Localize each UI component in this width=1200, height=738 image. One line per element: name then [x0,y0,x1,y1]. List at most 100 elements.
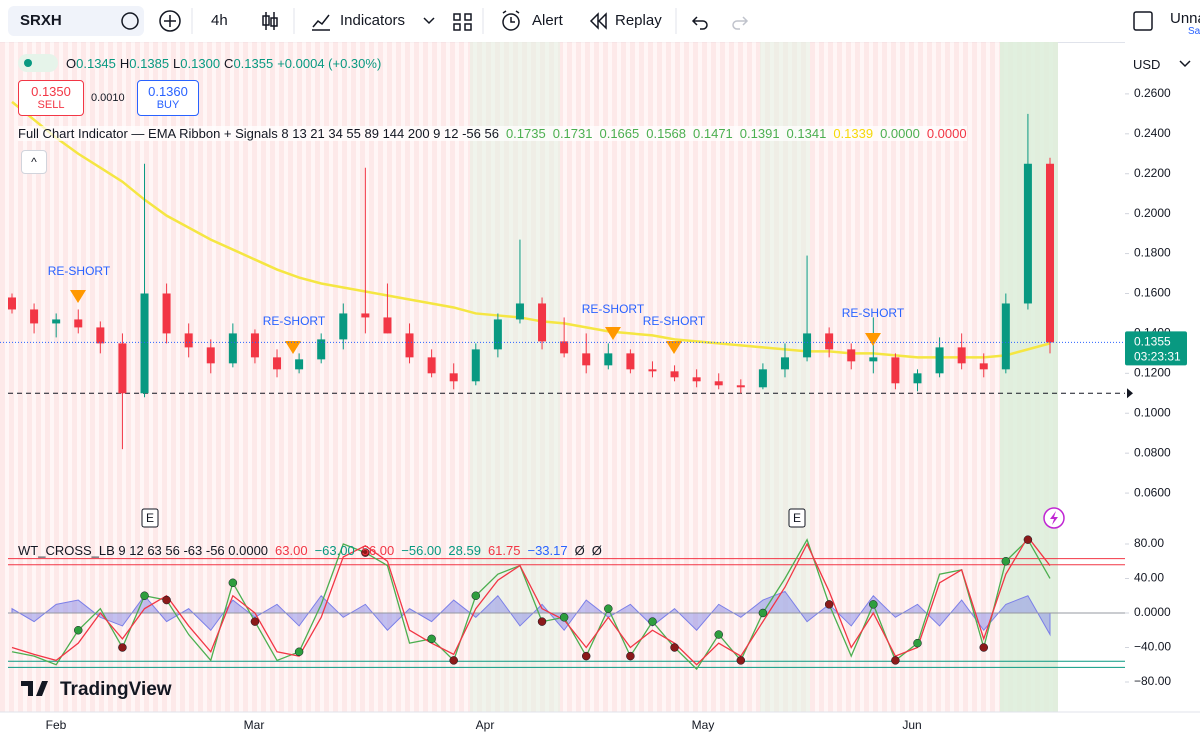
layout-name[interactable]: Unna [1170,10,1200,27]
candle-body [30,309,39,324]
icon [1050,511,1058,525]
chevron[interactable] [423,17,435,25]
save-button[interactable]: Sa [1188,26,1200,37]
indicator-value: 0.1665 [599,126,640,141]
currency[interactable]: USD [1133,57,1161,72]
indicator-value: 0.1471 [693,126,733,141]
annotation: RE-SHORT [263,314,326,328]
cross-dot [228,578,238,588]
y-tick-label: 0.0000 [1134,605,1171,619]
spread: 0.0010 [91,92,125,104]
indicators-icon[interactable] [312,14,330,31]
y-tick-label: 80.00 [1134,536,1164,550]
oscillator-value: 56.00 [361,543,395,558]
cross-dot [250,617,260,626]
y-tick-label: 0.0800 [1134,445,1171,459]
cross-dot [118,643,127,652]
line-arrow [1127,388,1133,399]
candle-body [361,313,370,318]
cross-dot [471,591,481,600]
signal-marker [285,341,301,354]
ohlc-value: 0.1345 [76,56,116,71]
y-tick-label: −40.00 [1134,640,1171,654]
signal-marker [666,341,682,354]
add-icon[interactable] [159,10,181,32]
layout-icon[interactable] [453,13,472,31]
candle-body [515,303,524,320]
annotation: RE-SHORT [643,314,706,328]
checkbox[interactable] [1133,11,1153,31]
indicator-value: 0.1568 [646,126,687,141]
event-label: E [146,511,154,525]
alert-icon[interactable] [502,13,520,31]
signal-marker [70,290,86,303]
candle-body [52,319,61,324]
ohlc-value: 0.1355 [233,56,274,71]
indicator-value: 0.1731 [552,126,593,141]
oscillator-value: Ø [574,543,585,558]
candle-body [228,333,237,364]
candle-body [803,333,812,358]
axes: 0.2600 0.2400 0.2200 0.2000 0.1800 0.1600 0.14… [46,86,1187,732]
oscillator-pane [8,535,1125,671]
cross-dot [559,613,569,622]
candle-body [405,333,414,358]
y-tick-label: 0.1000 [1134,405,1171,419]
candle-body [273,357,282,370]
y-tick-label: 0.0600 [1134,485,1171,499]
candle-body [250,333,259,358]
cross-dot [361,548,370,557]
replay-button[interactable]: Replay [615,12,662,29]
cross-dot [74,625,83,635]
candle-body [736,385,745,388]
candle-body [604,353,613,366]
signal-marker [605,327,621,340]
collapse-button[interactable]: ^ [21,150,47,174]
ohlc-label: H [119,56,130,71]
sell-price: 0.1350 [31,84,71,99]
price-badge [1125,331,1187,366]
icon [502,10,520,23]
candle-body [74,319,83,328]
candle-body [8,297,16,310]
x-tick-label: Jun [902,718,921,732]
cross-dot [1023,535,1033,544]
replay-icon[interactable] [589,12,607,30]
undo-icon[interactable] [691,16,708,30]
buy-button[interactable]: 0.1360 BUY [137,80,199,116]
redo-icon[interactable] [732,16,749,30]
interval[interactable]: 4h [211,12,228,29]
annotation: RE-SHORT [842,306,905,320]
candle-body [935,347,944,374]
ohlc-value: 0.1385 [129,56,170,71]
event-label: E [793,511,801,525]
x-tick-label: May [692,718,715,732]
icon [164,15,176,27]
buy-price: 0.1360 [148,84,188,99]
cross-dot [449,656,458,665]
candle-body [780,357,789,370]
indicators-button[interactable]: Indicators [340,12,406,29]
icon[interactable] [121,12,139,30]
candle-body [1023,163,1032,304]
oscillator-value: −56.00 [401,543,442,558]
symbol[interactable]: SRXH [20,12,62,29]
sell-button[interactable]: 0.1350 SELL [18,80,84,116]
oscillator-title: WT_CROSS_LB 9 12 63 56 -63 -56 0.0000 [18,543,269,558]
momentum-area [11,590,1051,637]
cross-dot [891,656,900,665]
y-tick-label: 0.2000 [1134,206,1171,220]
cross-dot [758,608,768,618]
oscillator-value: 28.59 [448,543,481,558]
cross-dot [1001,556,1011,566]
event-marker [788,508,806,528]
candles-icon[interactable] [262,12,278,30]
candle-body [162,293,171,334]
candle-body [427,357,436,374]
y-tick-label: 40.00 [1134,571,1164,585]
status-badge[interactable] [18,54,58,72]
alert-button[interactable]: Alert [532,12,563,29]
indicator-value: 0.1391 [739,126,780,141]
candle-body [96,327,105,344]
oscillator-value: −33.17 [527,543,568,558]
